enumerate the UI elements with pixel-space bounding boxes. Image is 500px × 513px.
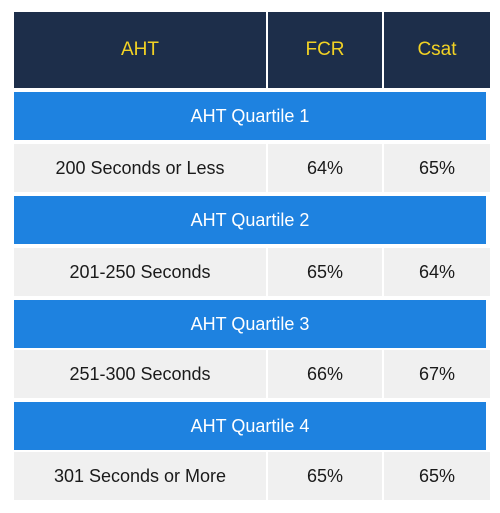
fcr-cell: 64%: [268, 144, 382, 192]
aht-range-cell: 301 Seconds or More: [14, 452, 266, 500]
csat-cell: 67%: [384, 350, 490, 398]
quartile-3-band: AHT Quartile 3: [14, 300, 486, 348]
quartile-1-band: AHT Quartile 1: [14, 92, 486, 140]
aht-range-cell: 200 Seconds or Less: [14, 144, 266, 192]
csat-cell: 64%: [384, 248, 490, 296]
fcr-cell: 66%: [268, 350, 382, 398]
quartile-4-band: AHT Quartile 4: [14, 402, 486, 450]
fcr-cell: 65%: [268, 452, 382, 500]
header-fcr: FCR: [268, 12, 382, 88]
csat-cell: 65%: [384, 452, 490, 500]
header-aht: AHT: [14, 12, 266, 88]
quartile-2-band: AHT Quartile 2: [14, 196, 486, 244]
table-row-quartile-4: 301 Seconds or More 65% 65%: [14, 452, 490, 500]
table-row-quartile-3: 251-300 Seconds 66% 67%: [14, 350, 490, 398]
fcr-cell: 65%: [268, 248, 382, 296]
table-row-quartile-2: 201-250 Seconds 65% 64%: [14, 248, 490, 296]
aht-range-cell: 201-250 Seconds: [14, 248, 266, 296]
csat-cell: 65%: [384, 144, 490, 192]
header-csat: Csat: [384, 12, 490, 88]
table-row-quartile-1: 200 Seconds or Less 64% 65%: [14, 144, 490, 192]
table-header: AHT FCR Csat: [14, 12, 490, 88]
aht-table: AHT FCR Csat AHT Quartile 1 200 Seconds …: [14, 12, 490, 500]
aht-range-cell: 251-300 Seconds: [14, 350, 266, 398]
